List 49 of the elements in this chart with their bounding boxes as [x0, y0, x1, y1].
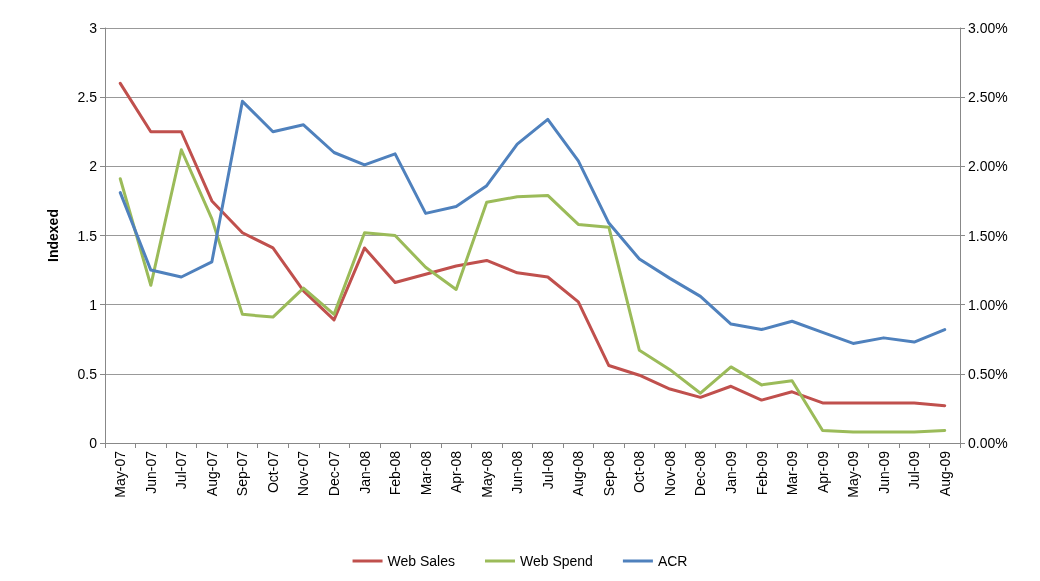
x-tick-label: Dec-07: [326, 450, 343, 497]
x-tick-label: Jul-07: [173, 450, 190, 490]
y-tick-label: 3: [89, 20, 98, 36]
x-tick-label: Nov-08: [661, 450, 678, 497]
x-tick-label: Sep-07: [234, 450, 251, 497]
x-tick-label: Jul-09: [906, 450, 923, 490]
x-tick-label: Jan-09: [722, 450, 739, 494]
y2-tick-label: 3.00%: [968, 20, 1008, 36]
y2-tick-label: 2.00%: [968, 158, 1008, 175]
x-tick-label: Nov-07: [295, 450, 312, 497]
x-tick-label: Apr-08: [448, 450, 465, 494]
x-tick-label: Aug-07: [203, 450, 220, 497]
y-axis-title: Indexed: [45, 209, 61, 262]
x-tick-label: Jan-08: [356, 450, 373, 494]
x-tick-label: Mar-09: [784, 450, 801, 496]
x-tick-label: Sep-08: [600, 450, 617, 497]
y-tick-label: 1.5: [77, 227, 98, 244]
x-tick-label: May-09: [845, 450, 862, 498]
x-tick-label: Jun-07: [142, 450, 159, 494]
y-tick-label: 2.5: [77, 89, 98, 106]
y2-tick-label: 0.00%: [968, 435, 1008, 451]
legend-label: Web Sales: [387, 553, 455, 569]
x-tick-label: Jun-08: [509, 450, 526, 494]
line-series: [118, 81, 947, 408]
y-tick-label: 2: [89, 158, 98, 175]
x-tick-label: Jul-08: [539, 450, 556, 490]
x-tick-label: May-08: [478, 450, 495, 498]
x-tick-label: Dec-08: [692, 450, 709, 497]
x-tick-label: Apr-09: [814, 450, 831, 494]
x-tick-label: Oct-07: [264, 450, 281, 494]
y2-tick-label: 1.00%: [968, 296, 1008, 313]
x-tick-label: Mar-08: [417, 450, 434, 496]
x-tick-label: Feb-09: [753, 450, 770, 496]
y-tick-label: 0.5: [77, 365, 98, 382]
x-tick-label: Aug-09: [936, 450, 953, 497]
x-tick-label: Aug-08: [570, 450, 587, 497]
x-tick-label: Jun-09: [875, 450, 892, 494]
y-tick-label: 1: [89, 296, 98, 313]
y2-tick-label: 2.50%: [968, 89, 1008, 106]
x-tick-label: Feb-08: [387, 450, 404, 496]
y2-tick-label: 0.50%: [968, 365, 1008, 382]
y-tick-label: 0: [89, 435, 98, 451]
y2-tick-label: 1.50%: [968, 227, 1008, 244]
line-series: [118, 148, 947, 434]
x-tick-label: May-07: [112, 450, 129, 498]
x-tick-label: Oct-08: [631, 450, 648, 494]
line-series: [118, 99, 947, 345]
legend-label: ACR: [657, 553, 688, 569]
legend-label: Web Spend: [519, 553, 593, 569]
